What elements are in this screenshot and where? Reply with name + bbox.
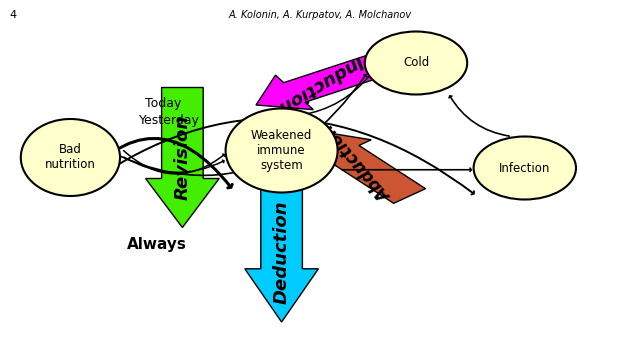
Text: Weakened
immune
system: Weakened immune system (251, 129, 312, 172)
Ellipse shape (365, 32, 467, 94)
Text: Abduction: Abduction (321, 120, 396, 205)
Text: Infection: Infection (499, 161, 550, 175)
Text: Deduction: Deduction (273, 200, 291, 304)
Text: Always: Always (127, 238, 187, 252)
Text: Bad
nutrition: Bad nutrition (45, 144, 96, 172)
Text: 4: 4 (10, 10, 17, 21)
Text: Induction: Induction (274, 51, 366, 117)
Text: Revision: Revision (173, 115, 191, 200)
Text: A. Kolonin, A. Kurpatov, A. Molchanov: A. Kolonin, A. Kurpatov, A. Molchanov (228, 10, 412, 21)
Polygon shape (256, 53, 395, 110)
Polygon shape (245, 182, 319, 322)
Text: Today: Today (145, 97, 181, 110)
Text: Yesterday: Yesterday (139, 114, 200, 127)
Text: Cold: Cold (403, 56, 429, 70)
Polygon shape (307, 130, 426, 203)
Ellipse shape (21, 119, 120, 196)
Polygon shape (146, 88, 219, 228)
Ellipse shape (474, 136, 576, 199)
Ellipse shape (226, 108, 338, 192)
